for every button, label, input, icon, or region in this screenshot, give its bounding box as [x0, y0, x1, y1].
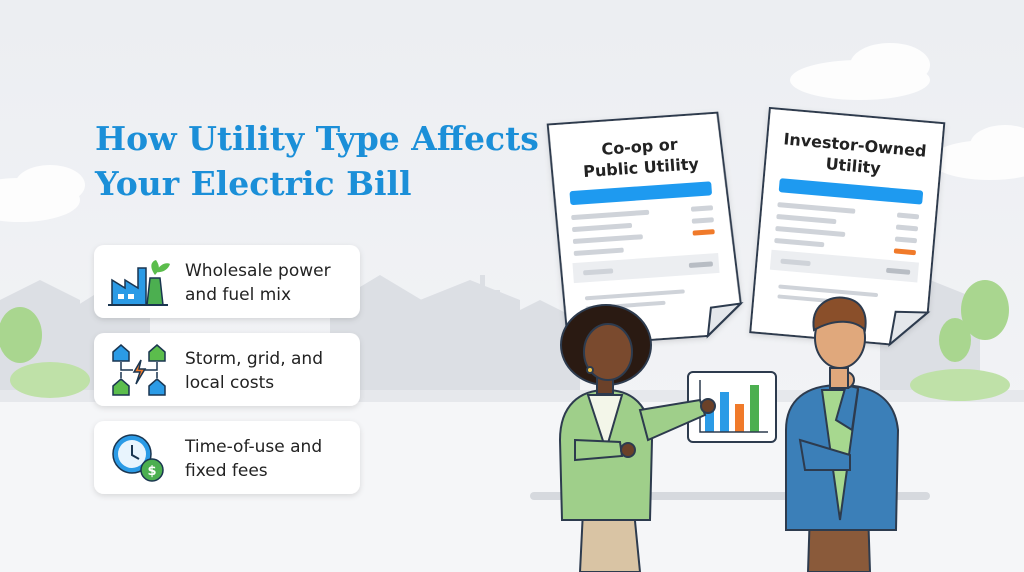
factor-card: Storm, grid, and local costs [94, 333, 360, 406]
woman [558, 304, 716, 572]
woman-part [620, 442, 636, 458]
factor-card-part [94, 333, 360, 406]
title-line: How Utility Type Affects [95, 119, 539, 158]
bill-document-part-part [573, 247, 624, 256]
bill-document-part-part [584, 289, 685, 301]
factor-card-part [94, 245, 360, 318]
woman-part [700, 398, 716, 414]
bill-document-part [769, 202, 920, 306]
man-part [829, 367, 849, 389]
bill-document-part-part [775, 226, 846, 237]
bill-document-part-part [688, 261, 713, 268]
grid-icon-part [112, 344, 130, 362]
bill-document-part-part [894, 236, 917, 244]
chart-board-part [750, 385, 759, 432]
clock-icon-part: $ [147, 464, 156, 479]
bill-document-part [778, 178, 924, 205]
background-part-part [910, 369, 1010, 401]
grid-icon [112, 344, 166, 396]
factory-icon-part [118, 294, 124, 299]
bill-document-part [706, 302, 744, 339]
bill-document-part-part [572, 252, 720, 284]
grid-icon-part [148, 378, 166, 396]
woman-part [586, 366, 594, 374]
factor-text: Wholesale power [185, 261, 331, 281]
bill-document: Investor-Owned Utility [749, 106, 946, 347]
background-part-part [10, 362, 90, 398]
grid-icon-part [112, 378, 130, 396]
background-part-part [0, 307, 42, 363]
background-part-part [480, 275, 485, 400]
factory-icon [108, 260, 170, 306]
factor-text: Storm, grid, and [185, 349, 323, 369]
bill-document-part-part [897, 212, 920, 220]
grid-icon-part [132, 359, 147, 385]
bill-document-part-part [780, 258, 811, 266]
chart-board-part [705, 410, 714, 432]
factor-text: Time-of-use and [184, 437, 322, 457]
chart-board [687, 371, 777, 443]
background-part-part [465, 290, 500, 293]
background-part-part [850, 43, 930, 87]
factor-card: Wholesale power and fuel mix [94, 245, 360, 318]
chart-board-part [735, 404, 744, 432]
clock-icon-part [140, 458, 164, 482]
bill-document-part [888, 310, 931, 347]
background-part-part [939, 318, 971, 362]
bill-document-part-part [774, 238, 825, 248]
bill-document-part-part [690, 205, 713, 212]
man-part [798, 438, 851, 471]
bill-document-part [571, 205, 720, 311]
chart-board-part [720, 392, 729, 432]
bill-document-part-part [776, 214, 837, 225]
woman-part [638, 398, 707, 442]
clock-icon-part [131, 445, 140, 460]
bill-document-part-part [895, 224, 918, 232]
woman-part [583, 323, 633, 381]
background-part-part [961, 280, 1009, 340]
factor-text: and fuel mix [185, 285, 291, 305]
factor-text: fixed fees [185, 461, 268, 481]
bill-document-part-part [886, 267, 911, 275]
background-part [0, 43, 1024, 222]
grid-icon-part [120, 362, 158, 378]
title-line: Your Electric Bill [94, 164, 412, 203]
bill-document-part [569, 181, 712, 205]
factor-text: local costs [185, 373, 274, 393]
bill-document-part-part [769, 249, 920, 283]
bill-document-part-part [572, 234, 643, 244]
background-part-part [500, 300, 580, 400]
clock-icon: $ [112, 434, 164, 482]
woman-part [574, 438, 624, 462]
bill-document-part-part [572, 223, 633, 232]
background-part-part [420, 280, 520, 400]
man-part [834, 383, 860, 432]
background-part [0, 280, 1010, 401]
factory-icon-part [128, 294, 134, 299]
bill-title: Utility [825, 154, 882, 178]
chart-board-part [699, 380, 768, 433]
factory-icon-part [151, 260, 170, 275]
background-part-part [970, 125, 1024, 165]
bill-document-part-part [691, 217, 714, 224]
bill-document-part-part [777, 202, 856, 214]
bill-document-part-part [778, 284, 879, 297]
man-part [812, 296, 867, 333]
factor-card: $ Time-of-use and fixed fees [94, 421, 360, 494]
bill-document-part-part [692, 229, 715, 236]
bill-document-part-part [571, 209, 650, 220]
grid-icon-part [148, 344, 166, 362]
factory-icon-part [146, 277, 164, 306]
bill-document-part-part [893, 248, 916, 256]
man [785, 296, 900, 572]
factory-icon-part [108, 304, 168, 306]
background-part-part [15, 165, 85, 205]
bill-document: Co-op or Public Utility [546, 111, 744, 347]
bill-document-part-part [583, 268, 614, 276]
